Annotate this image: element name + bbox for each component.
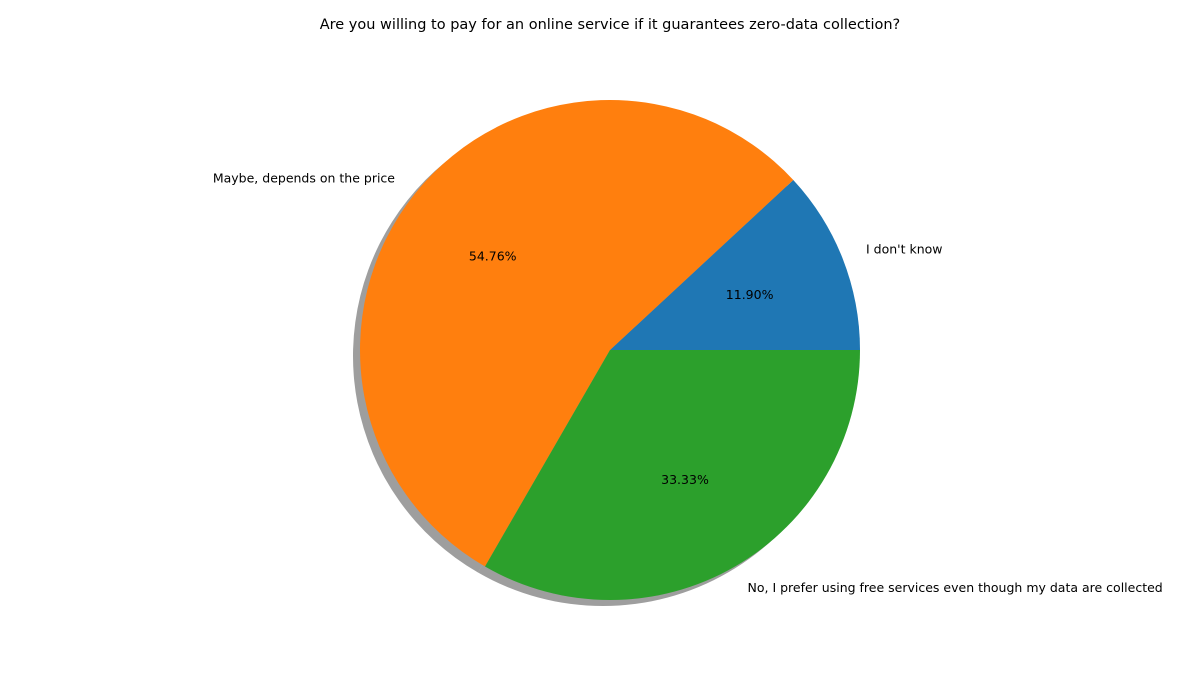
slice-percent-i-don-t-know: 11.90% bbox=[726, 287, 774, 302]
pie-slice-no-i-prefer-using-free-services-even-though-my-data-are-collected bbox=[485, 350, 860, 600]
slice-label-i-don-t-know: I don't know bbox=[866, 242, 943, 257]
pie-slices bbox=[360, 100, 860, 600]
slice-percent-no-i-prefer-using-free-services-even-though-my-data-are-collected: 33.33% bbox=[661, 472, 709, 487]
pie-labels: I don't know 11.90% Maybe, depends on the … bbox=[213, 171, 1163, 596]
pie-slice-i-don-t-know bbox=[610, 179, 860, 350]
slice-label-maybe-depends-on-the-price: Maybe, depends on the price bbox=[213, 171, 395, 186]
chart-title: Are you willing to pay for an online ser… bbox=[320, 17, 901, 33]
slice-label-no-i-prefer-using-free-services-even-though-my-data-are-collected: No, I prefer using free services even th… bbox=[748, 580, 1163, 595]
pie-slice-maybe-depends-on-the-price bbox=[360, 100, 794, 567]
slice-percent-maybe-depends-on-the-price: 54.76% bbox=[469, 248, 517, 263]
